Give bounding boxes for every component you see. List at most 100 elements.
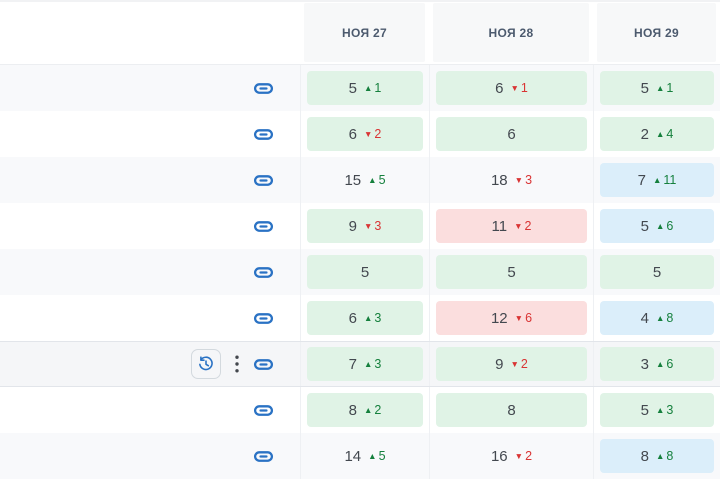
position-chip: 2 ▲ 4: [600, 117, 714, 151]
serp-link-button[interactable]: [253, 170, 274, 191]
position-chip: 6: [436, 117, 587, 151]
position-value: 5: [640, 401, 649, 419]
position-value: 15: [344, 171, 362, 189]
table-row: 6 ▲ 3 12 ▼ 6 4 ▲ 8: [0, 295, 720, 341]
position-value: 7: [348, 355, 357, 373]
serp-link-button[interactable]: [253, 78, 274, 99]
position-value: 11: [491, 217, 508, 235]
table-row: 5 5 5: [0, 249, 720, 295]
position-change: ▲ 8: [655, 311, 674, 325]
position-cell: 14 ▲ 5: [300, 433, 429, 479]
position-cell: 7 ▲ 11: [593, 157, 720, 203]
position-change: ▲ 3: [363, 357, 382, 371]
position-chip: 8 ▲ 2: [307, 393, 423, 427]
date-column-header-3[interactable]: НОЯ 29: [593, 2, 720, 64]
position-chip: 5: [307, 255, 423, 289]
table-row: 14 ▲ 5 16 ▼ 2 8 ▲ 8: [0, 433, 720, 479]
position-cell: 2 ▲ 4: [593, 111, 720, 157]
position-value: 9: [495, 355, 504, 373]
arrow-up-icon: ▲: [655, 220, 665, 231]
position-chip: 9 ▼ 2: [436, 347, 587, 381]
serp-link-button[interactable]: [253, 262, 274, 283]
position-change: ▼ 3: [514, 173, 533, 187]
keyword-cell: [0, 157, 300, 203]
position-chip: 5 ▲ 1: [307, 71, 423, 105]
position-cell: 5 ▲ 3: [593, 387, 720, 433]
serp-link-button[interactable]: [253, 446, 274, 467]
position-chip: 5: [436, 255, 587, 289]
position-chip: 11 ▼ 2: [436, 209, 587, 243]
table-header: НОЯ 27 НОЯ 28 НОЯ 29: [0, 2, 720, 65]
position-change: ▲ 6: [655, 357, 674, 371]
date-label: НОЯ 28: [433, 3, 589, 62]
arrow-up-icon: ▲: [363, 312, 373, 323]
position-chip: 5 ▲ 6: [600, 209, 714, 243]
link-icon: [253, 404, 274, 416]
keyword-cell: [0, 295, 300, 341]
date-column-header-2[interactable]: НОЯ 28: [429, 2, 593, 64]
position-cell: 12 ▼ 6: [429, 295, 593, 341]
arrow-up-icon: ▲: [655, 450, 665, 461]
position-chip: 12 ▼ 6: [436, 301, 587, 335]
position-cell: 6 ▼ 2: [300, 111, 429, 157]
serp-link-button[interactable]: [253, 354, 274, 375]
position-change: ▼ 3: [363, 219, 382, 233]
position-change: ▲ 3: [363, 311, 382, 325]
keyword-cell: [0, 111, 300, 157]
link-icon: [253, 450, 274, 462]
table-row: 15 ▲ 5 18 ▼ 3 7 ▲ 11: [0, 157, 720, 203]
position-cell: 16 ▼ 2: [429, 433, 593, 479]
table-row: 8 ▲ 2 8 5 ▲ 3: [0, 387, 720, 433]
position-cell: 9 ▼ 3: [300, 203, 429, 249]
position-cell: 6 ▲ 3: [300, 295, 429, 341]
position-change: ▲ 3: [655, 403, 674, 417]
date-label: НОЯ 27: [304, 3, 425, 62]
position-history-button[interactable]: [191, 349, 221, 379]
arrow-down-icon: ▼: [510, 358, 519, 369]
keyword-cell: [0, 387, 300, 433]
position-cell: 8: [429, 387, 593, 433]
position-value: 8: [640, 447, 649, 465]
position-chip: 5 ▲ 1: [600, 71, 714, 105]
serp-link-button[interactable]: [253, 400, 274, 421]
keyword-column-header: [0, 2, 300, 64]
position-change: ▲ 6: [655, 219, 674, 233]
position-value: 16: [490, 447, 508, 465]
position-chip: 6 ▼ 1: [436, 71, 587, 105]
position-value: 6: [348, 125, 357, 143]
position-value: 6: [507, 125, 516, 143]
position-value: 7: [637, 171, 646, 189]
table-row: 9 ▼ 3 11 ▼ 2 5 ▲ 6: [0, 203, 720, 249]
position-cell: 4 ▲ 8: [593, 295, 720, 341]
position-chip: 18 ▼ 3: [436, 163, 587, 197]
link-icon: [253, 220, 274, 232]
arrow-down-icon: ▼: [363, 220, 373, 231]
position-change: ▲ 1: [363, 81, 382, 95]
position-chip: 8 ▲ 8: [600, 439, 714, 473]
date-column-header-1[interactable]: НОЯ 27: [300, 2, 429, 64]
position-value: 5: [640, 217, 649, 235]
position-chip: 7 ▲ 11: [600, 163, 714, 197]
serp-link-button[interactable]: [253, 308, 274, 329]
serp-link-button[interactable]: [253, 216, 274, 237]
arrow-up-icon: ▲: [368, 174, 377, 185]
kebab-menu-icon[interactable]: [231, 354, 243, 374]
position-chip: 7 ▲ 3: [307, 347, 423, 381]
arrow-down-icon: ▼: [363, 128, 373, 139]
position-cell: 5: [300, 249, 429, 295]
link-icon: [253, 266, 274, 278]
arrow-up-icon: ▲: [363, 358, 373, 369]
keyword-cell: [0, 203, 300, 249]
arrow-up-icon: ▲: [655, 358, 665, 369]
keyword-cell: [0, 65, 300, 111]
serp-link-button[interactable]: [253, 124, 274, 145]
arrow-down-icon: ▼: [514, 450, 524, 461]
position-value: 18: [490, 171, 508, 189]
table-row: 6 ▼ 2 6 2 ▲ 4: [0, 111, 720, 157]
link-icon: [253, 312, 274, 324]
position-change: ▲ 5: [368, 173, 386, 187]
keyword-cell: [0, 249, 300, 295]
arrow-up-icon: ▲: [368, 450, 377, 461]
position-value: 5: [507, 263, 516, 281]
position-value: 5: [360, 263, 370, 281]
